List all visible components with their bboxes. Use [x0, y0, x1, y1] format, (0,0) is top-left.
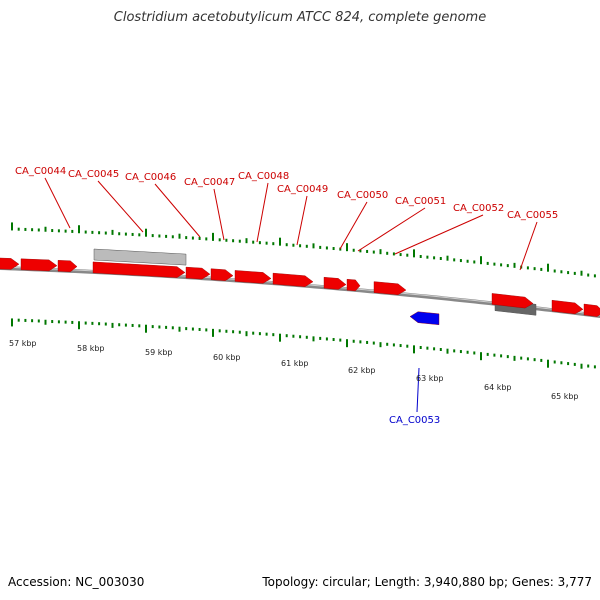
- kbp-label: 60 kbp: [213, 353, 241, 362]
- forward-gene-arrow: [272, 272, 314, 287]
- top-label-leader: [394, 214, 484, 255]
- gene-label-top: CA_C0047: [184, 177, 235, 188]
- gene-labels: CA_C0044 CA_C0045 CA_C0046 CA_C0047CA_C0048…: [15, 166, 558, 426]
- genome-summary-text: Topology: circular; Length: 3,940,880 bp…: [262, 575, 592, 589]
- forward-gene-arrow: [92, 261, 186, 278]
- gene-label-top: CA_C0044: [15, 166, 66, 177]
- reverse-gene-arrow: [409, 311, 440, 326]
- top-label-leader: [97, 180, 144, 233]
- gene-label-bottom: CA_C0053: [389, 415, 440, 426]
- forward-gene-arrow: [373, 281, 407, 296]
- gene-label-top: CA_C0055: [507, 210, 558, 221]
- forward-gene-arrow: [323, 276, 347, 290]
- top-label-leader: [296, 195, 308, 246]
- kbp-label: 59 kbp: [145, 348, 173, 357]
- accession-text: Accession: NC_003030: [8, 575, 145, 589]
- forward-gene-arrow: [234, 270, 272, 284]
- kbp-label: 63 kbp: [416, 374, 444, 383]
- forward-gene-arrow: [0, 257, 20, 270]
- forward-gene-arrow: [491, 293, 534, 309]
- bottom-tick-row: [11, 318, 596, 369]
- gene-label-top: CA_C0045: [68, 169, 119, 180]
- forward-gene-arrow: [20, 258, 58, 272]
- kbp-label: 65 kbp: [551, 392, 579, 401]
- kbp-label: 61 kbp: [281, 359, 309, 368]
- top-label-leader: [213, 188, 225, 241]
- gene-track: [0, 248, 600, 326]
- forward-gene-arrow: [583, 303, 600, 317]
- top-label-leader: [44, 177, 71, 229]
- top-label-leader: [154, 183, 201, 238]
- top-label-leader: [256, 182, 269, 243]
- gene-label-top: CA_C0048: [238, 171, 289, 182]
- forward-gene-arrow: [210, 268, 234, 281]
- forward-gene-arrow: [346, 278, 361, 292]
- map-title: Clostridium acetobutylicum ATCC 824, com…: [113, 10, 487, 25]
- kbp-label: 58 kbp: [77, 344, 105, 353]
- forward-gene-arrow: [185, 266, 211, 280]
- gene-label-top: CA_C0050: [337, 190, 388, 201]
- top-label-leader: [357, 207, 426, 252]
- kbp-labels: 57 kbp 58 kbp 59 kbp 60 kbp 61 kbp 62 kbp 63 k…: [9, 339, 579, 401]
- kbp-label: 57 kbp: [9, 339, 37, 348]
- top-label-leader: [339, 201, 368, 250]
- grey-feature: [93, 248, 187, 266]
- gene-label-top: CA_C0049: [277, 184, 328, 195]
- kbp-label: 62 kbp: [348, 366, 376, 375]
- gene-label-top: CA_C0052: [453, 203, 504, 214]
- gene-label-top: CA_C0046: [125, 172, 176, 183]
- bottom-label-leader: [416, 367, 420, 413]
- forward-gene-arrow: [551, 299, 584, 315]
- label-leaders: [44, 177, 538, 413]
- kbp-label: 64 kbp: [484, 383, 512, 392]
- top-tick-row: [11, 222, 596, 278]
- gene-label-top: CA_C0051: [395, 196, 446, 207]
- top-label-leader: [519, 221, 538, 271]
- forward-gene-arrow: [57, 260, 78, 273]
